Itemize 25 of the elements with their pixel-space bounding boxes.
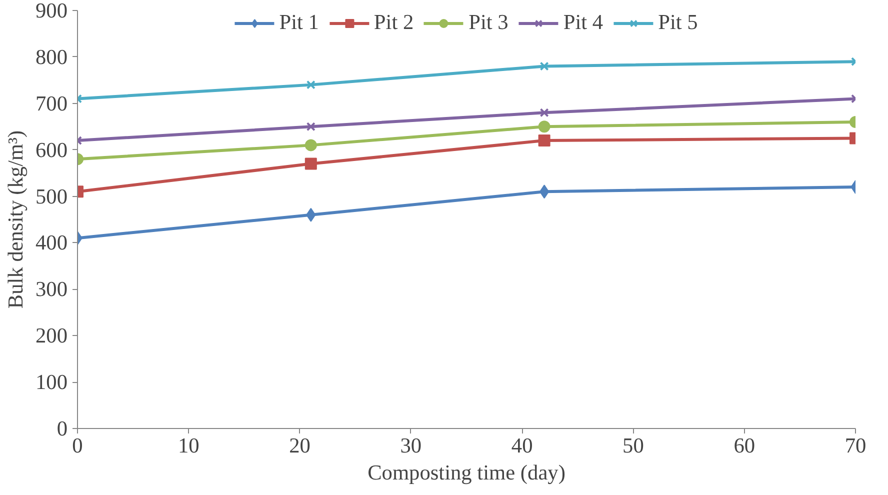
x-tick-label: 60 [734, 434, 756, 458]
y-tick-label: 300 [36, 277, 68, 302]
y-tick-label: 200 [36, 324, 68, 348]
legend-label: Pit 1 [279, 10, 319, 35]
x-tick-label: 10 [178, 434, 200, 458]
legend-label: Pit 4 [563, 10, 604, 35]
y-tick-label: 800 [36, 44, 68, 69]
y-tick-label: 900 [36, 0, 68, 22]
x-tick-label: 50 [622, 434, 644, 458]
y-tick-label: 600 [36, 138, 68, 162]
x-tick-label: 0 [72, 434, 83, 458]
x-tick-label: 20 [289, 434, 310, 458]
y-axis-title: Bulk density (kg/m³) [4, 130, 28, 309]
y-tick-label: 100 [36, 370, 68, 394]
y-tick-label: 0 [56, 416, 68, 440]
x-tick-label: 30 [400, 434, 422, 458]
y-tick-label: 700 [36, 91, 68, 116]
y-tick-label: 500 [36, 184, 68, 208]
legend-label: Pit 2 [374, 10, 414, 35]
legend-label: Pit 3 [468, 10, 508, 35]
x-axis-title: Composting time (day) [368, 460, 566, 484]
legend-label: Pit 5 [658, 10, 698, 35]
x-tick-label: 70 [844, 434, 866, 458]
y-tick-label: 400 [36, 230, 68, 255]
x-tick-label: 40 [511, 434, 533, 458]
